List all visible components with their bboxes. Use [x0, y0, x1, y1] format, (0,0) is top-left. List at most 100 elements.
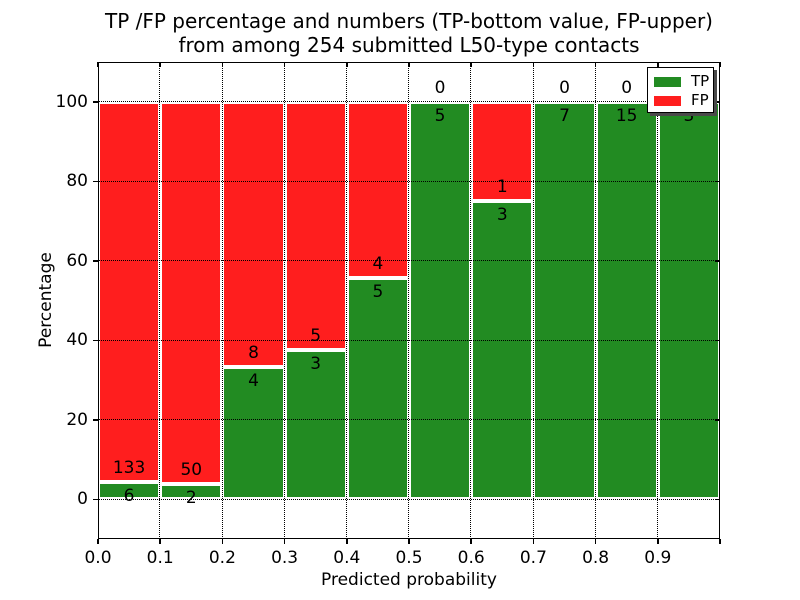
- x-tick-top: [408, 62, 410, 67]
- plot-area: 1336502845345051307015030.00.10.20.30.40…: [56, 62, 721, 568]
- fp-bar-segment: [160, 101, 223, 484]
- tp-count-label: 7: [559, 105, 570, 126]
- y-tick-right: [715, 419, 720, 421]
- tp-count-label: 3: [683, 105, 695, 126]
- y-tick-right: [715, 339, 720, 341]
- x-tick: [221, 539, 224, 544]
- x-tick: [594, 539, 597, 544]
- x-tick-label: 0.6: [457, 548, 485, 568]
- y-tick-label: 20: [66, 409, 88, 430]
- x-tick-top: [221, 62, 224, 67]
- tp-count-label: 4: [248, 370, 259, 391]
- tp-count-label: 3: [496, 205, 508, 226]
- tp-bar-segment: [657, 101, 720, 500]
- x-tick-label: 0.7: [519, 548, 547, 568]
- fp-count-label: 0: [434, 77, 446, 98]
- x-gridline: [408, 62, 410, 539]
- tp-bar-segment: [409, 101, 472, 500]
- x-tick-top: [470, 62, 472, 67]
- y-tick: [93, 260, 98, 262]
- y-tick: [93, 419, 98, 421]
- x-tick-label: 0.1: [146, 548, 174, 568]
- y-tick-label: 80: [66, 171, 88, 192]
- fp-bar-segment: [98, 101, 161, 483]
- x-tick-label: 0.9: [644, 548, 672, 568]
- fp-bar-segment: [284, 101, 347, 351]
- x-tick-label: 0.2: [208, 548, 236, 568]
- legend-swatch-tp: [654, 76, 681, 87]
- y-tick-label: 40: [66, 330, 88, 351]
- x-gridline: [283, 62, 285, 539]
- x-tick-top: [657, 62, 659, 67]
- x-tick-top: [532, 62, 535, 67]
- y-tick-right: [715, 101, 720, 103]
- fp-count-label: 0: [621, 77, 633, 98]
- y-gridline: [98, 260, 720, 261]
- y-tick-label: 0: [77, 489, 88, 510]
- legend-label: FP: [691, 91, 709, 109]
- x-tick: [346, 539, 348, 544]
- legend: TP FP: [647, 67, 714, 113]
- x-gridline: [594, 62, 596, 539]
- x-tick-top: [719, 62, 721, 67]
- x-tick: [283, 539, 286, 544]
- x-gridline: [346, 62, 348, 539]
- fp-count-label: 50: [180, 459, 203, 480]
- tp-count-label: 2: [185, 487, 197, 508]
- x-tick-label: 0.4: [333, 548, 361, 568]
- y-tick-label: 100: [55, 91, 88, 112]
- x-gridline: [470, 62, 472, 539]
- tp-bar-segment: [595, 101, 658, 500]
- tp-count-label: 6: [123, 486, 135, 507]
- x-axis-label: Predicted probability: [321, 570, 497, 590]
- tp-count-label: 3: [310, 354, 322, 375]
- x-tick: [408, 539, 410, 544]
- tp-bar-segment: [471, 201, 534, 500]
- fp-count-label: 4: [372, 254, 384, 275]
- y-gridline: [98, 498, 720, 500]
- x-tick-top: [594, 62, 597, 67]
- tp-bar-segment: [160, 483, 223, 500]
- y-gridline: [98, 101, 720, 102]
- x-gridline: [657, 62, 659, 539]
- legend-label: TP: [691, 72, 710, 90]
- fp-count-label: 5: [310, 326, 322, 347]
- tp-bar-segment: [533, 101, 596, 500]
- x-tick-top: [346, 62, 348, 67]
- y-tick: [93, 180, 98, 182]
- fp-bar-segment: [222, 101, 285, 367]
- x-tick-top: [283, 62, 286, 67]
- y-gridline: [98, 180, 720, 182]
- tp-count-label: 5: [372, 282, 384, 303]
- tp-bar-segment: [346, 278, 409, 500]
- x-tick: [657, 539, 659, 544]
- y-tick: [93, 101, 98, 103]
- x-tick: [97, 539, 99, 544]
- fp-bar-segment: [471, 101, 534, 202]
- fp-count-label: 0: [559, 77, 570, 98]
- tp-count-label: 15: [615, 105, 638, 126]
- x-gridline: [532, 62, 534, 539]
- x-tick-label: 0.8: [582, 548, 610, 568]
- y-tick: [93, 498, 98, 500]
- fp-count-label: 1: [496, 177, 508, 198]
- tp-count-label: 5: [434, 105, 446, 126]
- chart-title-line2: from among 254 submitted L50-type contac…: [178, 33, 640, 57]
- x-gridline: [159, 62, 161, 539]
- x-tick: [159, 539, 161, 544]
- y-tick-right: [715, 260, 720, 262]
- fp-count-label: 8: [248, 342, 259, 363]
- chart-title-line1: TP /FP percentage and numbers (TP-bottom…: [105, 9, 713, 33]
- legend-row: TP: [648, 72, 713, 91]
- fp-count-label: 133: [112, 458, 146, 479]
- x-gridline: [221, 62, 223, 539]
- x-tick: [470, 539, 472, 544]
- y-tick-right: [715, 180, 720, 182]
- y-tick-right: [715, 498, 720, 500]
- x-tick-top: [159, 62, 161, 67]
- fp-bar-segment: [346, 101, 409, 279]
- tp-bar-segment: [98, 482, 161, 500]
- tp-bar-segment: [222, 366, 285, 500]
- legend-swatch-fp: [654, 95, 681, 106]
